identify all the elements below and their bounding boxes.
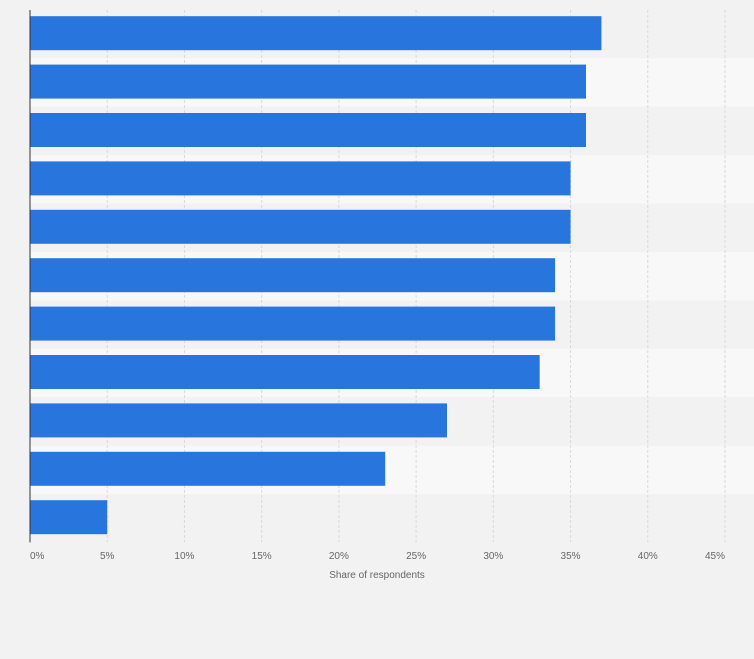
x-tick-label: 5% <box>100 551 115 562</box>
bar <box>30 209 571 244</box>
x-tick-label: 25% <box>406 551 426 562</box>
bar <box>30 403 447 438</box>
bar <box>30 355 540 389</box>
bar <box>30 258 556 293</box>
x-tick-label: 15% <box>252 551 272 562</box>
bar <box>30 113 586 147</box>
x-tick-label: 40% <box>638 551 658 562</box>
x-tick-label: 0% <box>30 551 45 562</box>
x-tick-label: 45% <box>705 551 725 562</box>
bar <box>30 64 586 99</box>
x-axis-title: Share of respondents <box>329 570 425 581</box>
x-tick-label: 10% <box>174 551 194 562</box>
x-axis-ticks: 0% 5% 10% 15% 20% 25% 30% 35% 40% 45% <box>30 551 725 562</box>
x-tick-label: 20% <box>329 551 349 562</box>
x-tick-label: 30% <box>483 551 503 562</box>
bar <box>30 451 386 486</box>
bar <box>30 16 602 51</box>
bar <box>30 161 571 196</box>
bars <box>30 16 602 535</box>
row-band <box>30 494 754 543</box>
bar <box>30 306 556 341</box>
bar <box>30 500 108 535</box>
x-tick-label: 35% <box>561 551 581 562</box>
